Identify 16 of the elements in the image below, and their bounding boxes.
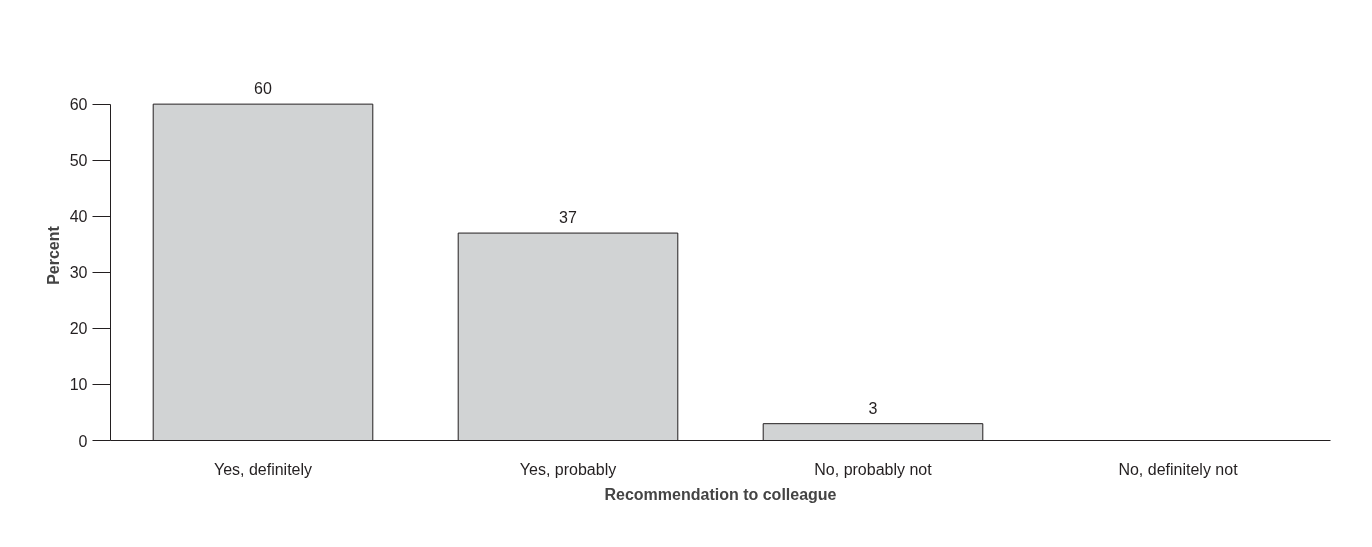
- y-tick-label: 40: [69, 208, 88, 226]
- y-tick-label: 0: [78, 432, 88, 450]
- y-tick-label: 60: [69, 96, 88, 114]
- data-label: 3: [868, 399, 878, 417]
- data-label: 37: [559, 209, 577, 227]
- x-tick-label: No, definitely not: [1118, 460, 1239, 478]
- y-axis-title: Percent: [44, 225, 62, 285]
- data-label: 60: [254, 80, 272, 98]
- y-tick-label: 50: [69, 152, 88, 170]
- x-tick-label: Yes, probably: [519, 460, 617, 478]
- x-tick-label: No, probably not: [814, 460, 933, 478]
- y-tick-label: 30: [69, 264, 88, 282]
- x-axis-title: Recommendation to colleague: [604, 485, 837, 503]
- y-tick-label: 10: [69, 376, 88, 394]
- y-tick-label: 20: [69, 320, 88, 338]
- x-tick-label: Yes, definitely: [213, 460, 313, 478]
